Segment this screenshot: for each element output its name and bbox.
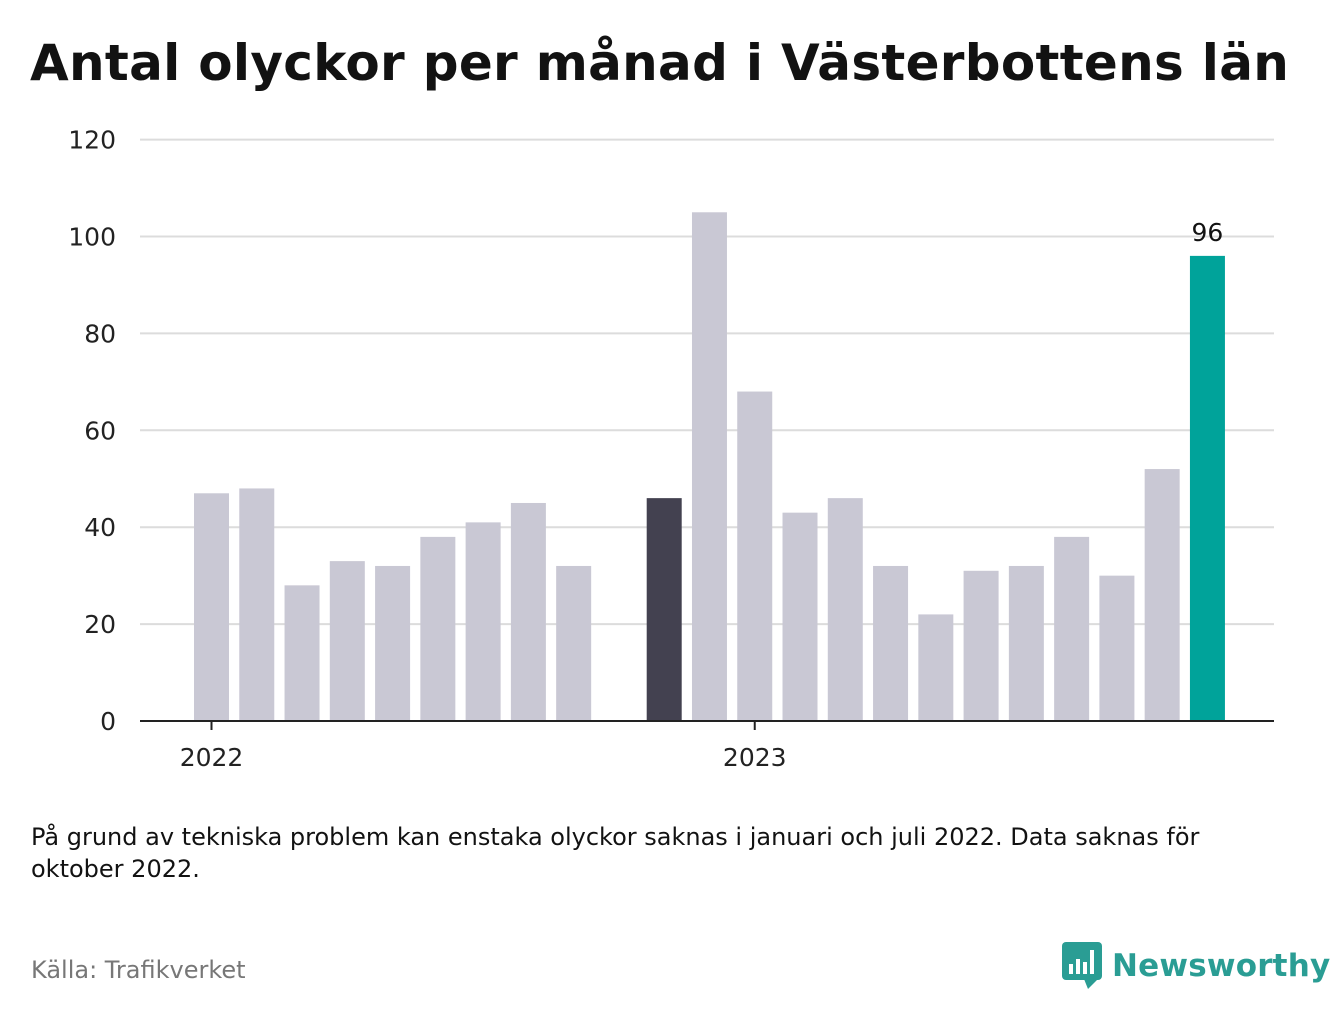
x-tick-label: 2022 [180, 743, 244, 772]
bar-2022-05 [375, 565, 411, 721]
y-tick-label: 40 [84, 513, 116, 542]
y-tick-label: 120 [68, 126, 116, 155]
bar-2022-03 [284, 585, 320, 721]
bar-2022-01 [194, 493, 229, 721]
bar-2023-05 [918, 614, 954, 721]
bar-2022-07 [465, 522, 501, 721]
bar-2022-06 [420, 536, 456, 721]
bar-2022-11 [646, 498, 682, 721]
bar-2023-06 [963, 570, 999, 721]
source-text: Källa: Trafikverket [31, 956, 246, 984]
bar-2022-09 [556, 565, 592, 721]
newsworthy-logo-icon [1062, 942, 1102, 989]
y-tick-label: 80 [84, 319, 116, 348]
bar-2023-04 [873, 565, 909, 721]
bar-2023-08 [1054, 536, 1090, 721]
bar-2022-02 [239, 488, 275, 721]
y-tick-label: 0 [100, 707, 116, 736]
bar-2023-09 [1099, 575, 1135, 721]
bar-2022-12 [691, 212, 727, 721]
y-tick-label: 100 [68, 223, 116, 252]
latest-value-label: 96 [1192, 218, 1224, 247]
data-labels: 96 [1192, 218, 1224, 247]
chart-title: Antal olyckor per månad i Västerbottens … [30, 34, 1290, 92]
bars [194, 212, 1225, 721]
bar-2022-08 [510, 502, 546, 721]
y-tick-label: 60 [84, 416, 116, 445]
bar-2023-11 [1189, 255, 1225, 721]
bar-chart: 0 20 40 60 80 100 120 2022 2023 96 [68, 126, 1274, 772]
y-axis-tick-labels: 0 20 40 60 80 100 120 [68, 126, 116, 736]
brand-name: Newsworthy [1112, 948, 1331, 984]
bar-2023-07 [1008, 565, 1044, 721]
bar-2022-04 [329, 561, 365, 721]
chart-footnote: På grund av tekniska problem kan enstaka… [31, 823, 1200, 883]
x-axis-ticks: 2022 2023 [180, 721, 787, 772]
newsworthy-logo[interactable]: Newsworthy [1062, 942, 1330, 990]
bar-2023-03 [827, 498, 863, 721]
x-tick-label: 2023 [723, 743, 787, 772]
y-tick-label: 20 [84, 610, 116, 639]
bar-2023-10 [1144, 469, 1180, 721]
bar-2023-02 [782, 512, 818, 721]
bar-2023-01 [737, 391, 773, 721]
